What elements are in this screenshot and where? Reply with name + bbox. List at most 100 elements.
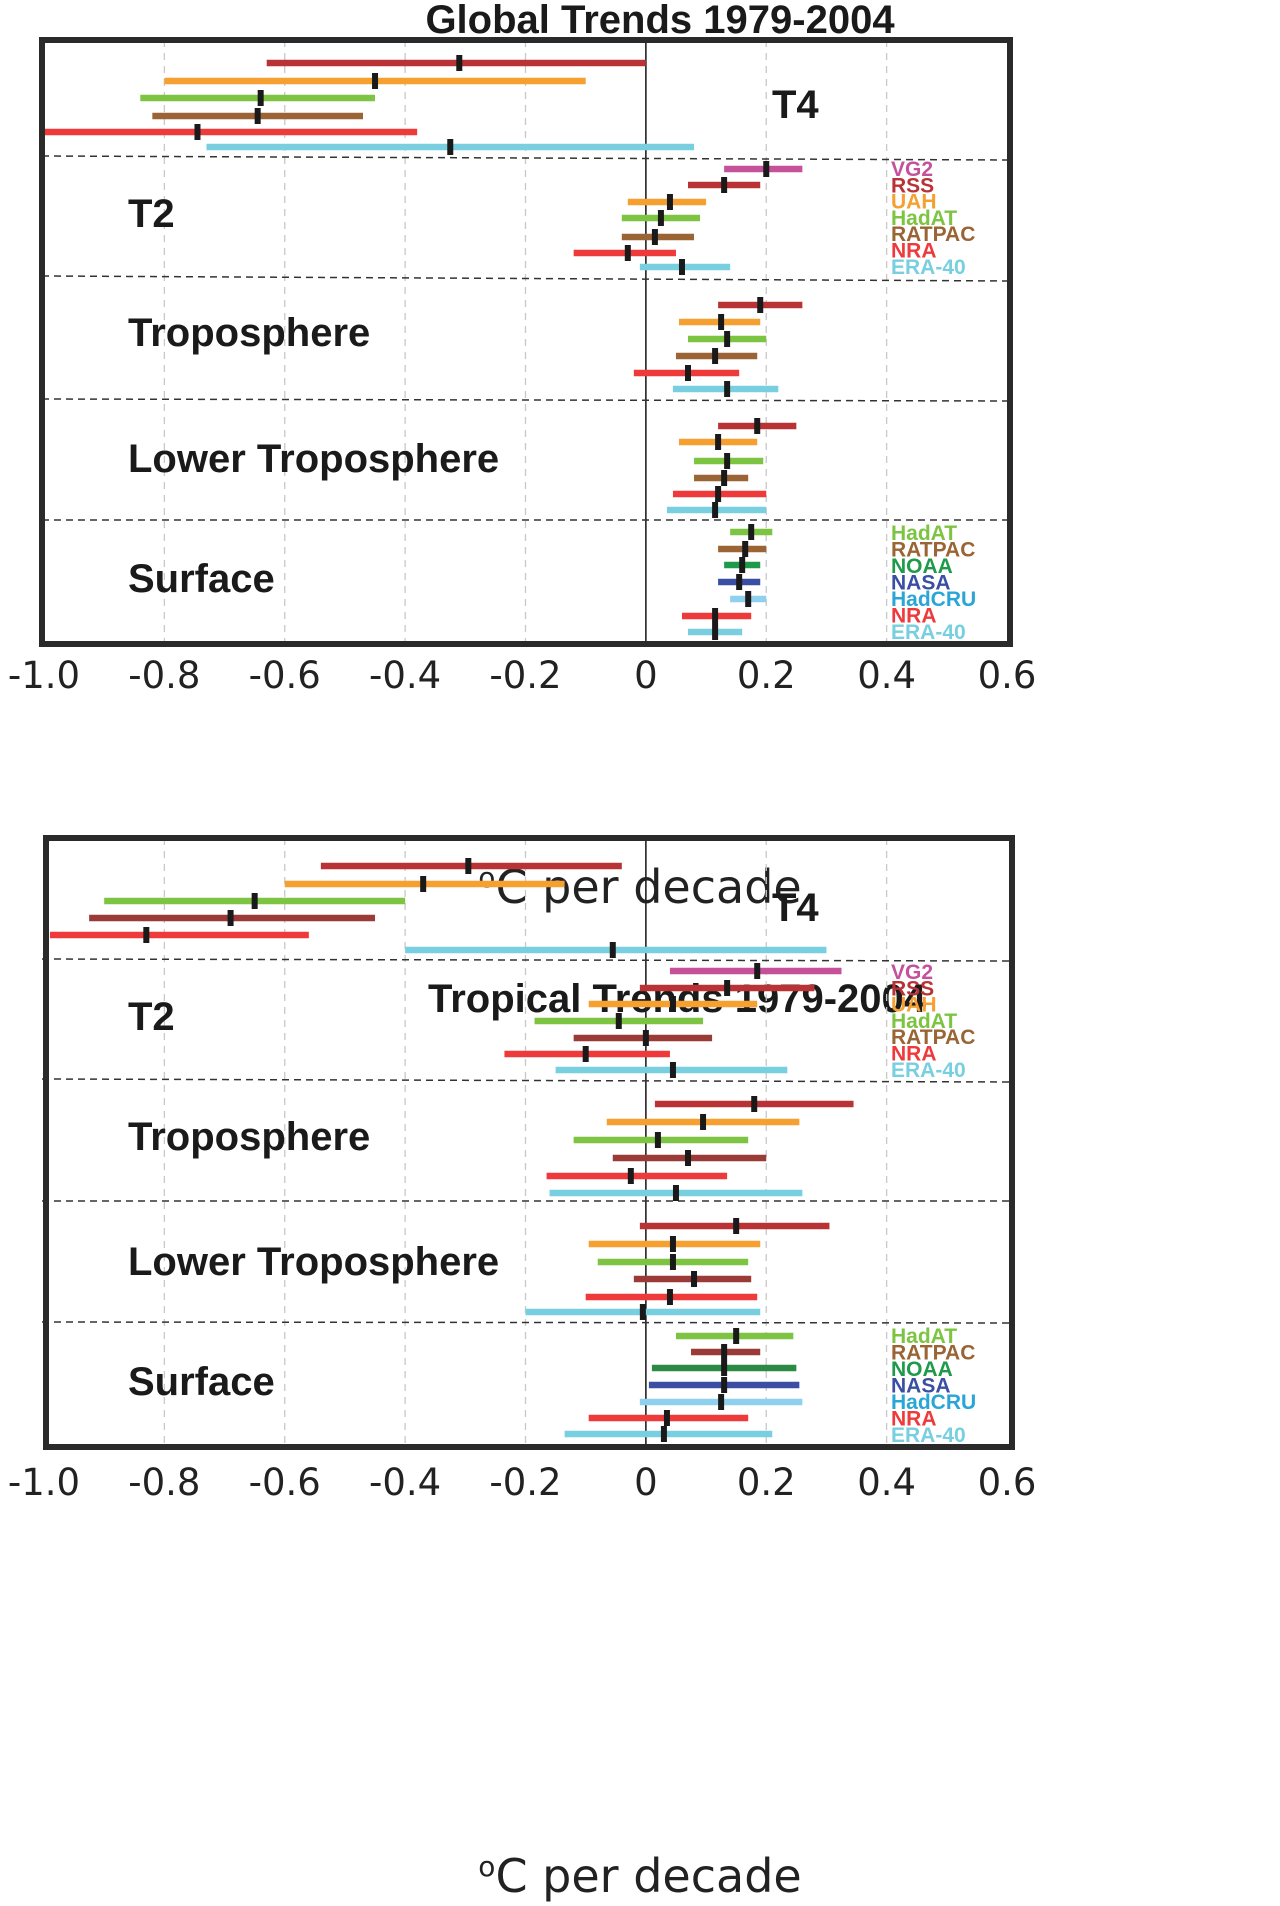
legend-entry: HadCRU: [891, 588, 976, 611]
x-tick-label: 0: [634, 654, 658, 697]
central-estimate-marker: [691, 1271, 698, 1287]
central-estimate-marker: [465, 858, 472, 874]
legend-entry: NRA: [891, 605, 937, 628]
legend-entry: VG2: [891, 961, 933, 984]
legend-entry: HadAT: [891, 207, 957, 230]
x-tick-label: -0.6: [249, 654, 321, 697]
central-estimate-marker: [715, 434, 722, 450]
central-estimate-marker: [721, 1344, 728, 1360]
central-estimate-marker: [627, 1168, 634, 1184]
legend-entry: ERA-40: [891, 621, 966, 644]
plot-frame: [39, 37, 1013, 647]
group-lower-troposphere: Lower Troposphere: [128, 1218, 830, 1320]
x-axis-label: oC per decade: [478, 1849, 801, 1903]
central-estimate-marker: [712, 608, 719, 624]
central-estimate-marker: [657, 210, 664, 226]
legend-entry: HadCRU: [891, 1391, 976, 1414]
legend-entry: RATPAC: [891, 1026, 975, 1049]
x-axis-label-rest: C per decade: [495, 1849, 801, 1903]
x-tick-label: 0.4: [857, 1461, 916, 1504]
central-estimate-marker: [372, 73, 379, 89]
legend-entry: RATPAC: [891, 223, 975, 246]
central-estimate-marker: [724, 980, 731, 996]
gridlines: [163, 838, 888, 1447]
group-divider: [41, 155, 1011, 161]
central-estimate-marker: [194, 124, 201, 140]
central-estimate-marker: [685, 365, 692, 381]
x-tick-label: -0.4: [369, 1461, 441, 1504]
x-tick-labels: -1.0 -0.8 -0.6 -0.4 -0.2 0 0.2 0.4 0.6: [8, 1461, 1037, 1504]
legend-entry: NASA: [891, 1375, 951, 1398]
group-t4: T4: [50, 858, 827, 958]
central-estimate-marker: [654, 1132, 661, 1148]
group-label: Troposphere: [128, 311, 370, 355]
x-tick-label: -0.8: [128, 654, 200, 697]
central-estimate-marker: [748, 524, 755, 540]
group-divider: [41, 398, 1011, 402]
central-estimate-marker: [724, 381, 731, 397]
legend-entry: HadAT: [891, 522, 957, 545]
group-t2: T2: [128, 161, 803, 275]
central-estimate-marker: [721, 177, 728, 193]
x-tick-label: -0.8: [128, 1461, 200, 1504]
central-estimate-marker: [742, 541, 749, 557]
central-estimate-marker: [751, 1096, 758, 1112]
x-tick-label: -1.0: [8, 654, 80, 697]
x-tick-label: 0.6: [978, 654, 1037, 697]
x-tick-label: -1.0: [8, 1461, 80, 1504]
group-label: Lower Troposphere: [128, 1240, 499, 1284]
legend-entry: HadAT: [891, 1325, 957, 1348]
central-estimate-marker: [639, 1304, 646, 1320]
group-label: Lower Troposphere: [128, 437, 499, 481]
central-estimate-marker: [660, 1426, 667, 1442]
central-estimate-marker: [651, 229, 658, 245]
x-tick-label: -0.4: [369, 654, 441, 697]
central-estimate-marker: [582, 1046, 589, 1062]
central-estimate-marker: [724, 331, 731, 347]
x-axis-label-superscript: o: [478, 1850, 495, 1883]
central-estimate-marker: [663, 1410, 670, 1426]
legend-entry: NRA: [891, 1408, 937, 1431]
central-estimate-marker: [733, 1218, 740, 1234]
central-estimate-marker: [678, 259, 685, 275]
central-estimate-marker: [712, 624, 719, 640]
x-tick-label: -0.6: [249, 1461, 321, 1504]
central-estimate-marker: [672, 1185, 679, 1201]
group-troposphere: Troposphere: [128, 297, 803, 397]
central-estimate-marker: [685, 1150, 692, 1166]
group-label: Surface: [128, 557, 275, 601]
central-estimate-marker: [718, 314, 725, 330]
central-estimate-marker: [736, 574, 743, 590]
group-divider: [41, 1078, 1013, 1083]
legend-entry: NOAA: [891, 1358, 953, 1381]
group-surface: Surface: [128, 524, 773, 640]
x-tick-label: 0.2: [737, 1461, 796, 1504]
legend-entry: RATPAC: [891, 1342, 975, 1365]
central-estimate-marker: [254, 108, 261, 124]
central-estimate-marker: [669, 996, 676, 1012]
central-estimate-marker: [724, 453, 731, 469]
central-estimate-marker: [666, 194, 673, 210]
central-estimate-marker: [700, 1114, 707, 1130]
legend-entry: NASA: [891, 572, 951, 595]
group-dividers: [41, 958, 1013, 1324]
central-estimate-marker: [721, 1360, 728, 1376]
central-estimate-marker: [143, 927, 150, 943]
central-estimate-marker: [257, 90, 264, 106]
central-estimate-marker: [715, 486, 722, 502]
group-dividers: [41, 155, 1011, 521]
x-tick-label: 0.4: [857, 654, 916, 697]
central-estimate-marker: [624, 245, 631, 261]
panel-tropical: Tropical Trends 1979-2004 oC per decade …: [8, 835, 1037, 1903]
central-estimate-marker: [227, 910, 234, 926]
central-estimate-marker: [754, 963, 761, 979]
group-divider: [41, 1321, 1013, 1324]
group-troposphere: Troposphere: [128, 1096, 854, 1201]
central-estimate-marker: [666, 1289, 673, 1305]
plot-frame: [43, 835, 1015, 1450]
